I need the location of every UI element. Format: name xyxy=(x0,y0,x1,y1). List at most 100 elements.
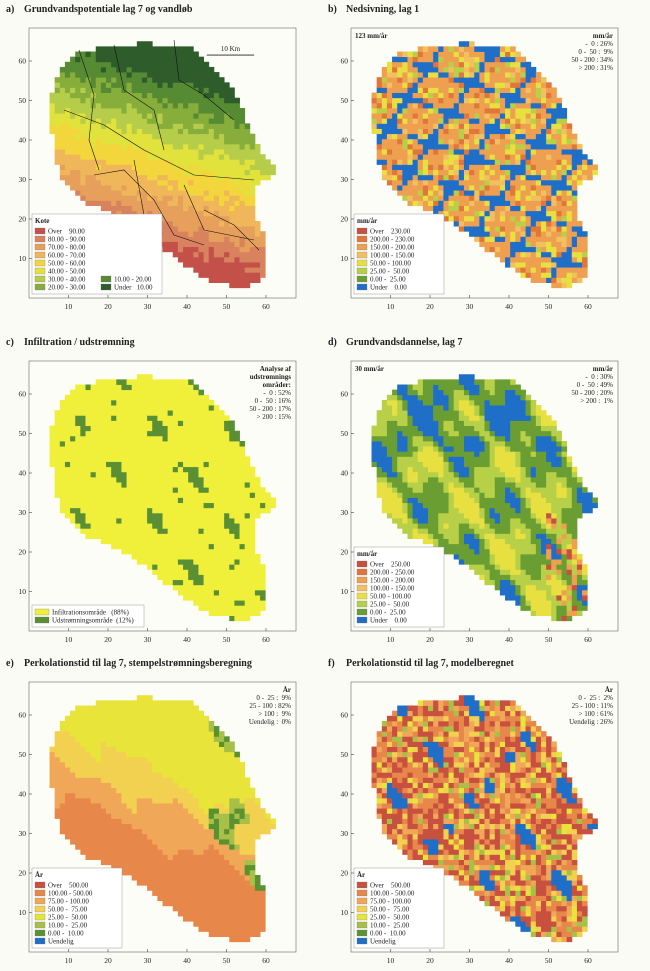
map-cell xyxy=(121,487,127,493)
map-cell xyxy=(386,461,393,468)
map-cell xyxy=(54,476,61,483)
map-cell xyxy=(193,246,199,253)
map-cell xyxy=(177,574,184,581)
map-cell xyxy=(141,128,148,135)
map-cell xyxy=(218,149,225,155)
map-cell xyxy=(100,528,107,534)
map-cell xyxy=(469,92,475,99)
map-cell xyxy=(249,143,256,150)
map-cell xyxy=(463,169,470,176)
map-cell xyxy=(417,72,424,78)
map-cell xyxy=(162,118,169,124)
map-cell xyxy=(561,118,568,124)
map-cell xyxy=(525,256,532,263)
map-cell xyxy=(224,605,230,611)
map-cell xyxy=(167,471,174,478)
map-cell xyxy=(167,66,174,73)
map-cell xyxy=(571,256,578,263)
map-cell xyxy=(234,548,240,555)
map-cell xyxy=(469,231,475,237)
map-cell xyxy=(402,66,408,73)
map-cell xyxy=(111,190,117,196)
map-cell xyxy=(183,87,189,93)
map-cell xyxy=(136,128,143,135)
map-cell xyxy=(571,164,578,171)
map-cell xyxy=(59,143,66,150)
map-cell xyxy=(167,159,174,165)
map-cell xyxy=(535,256,542,263)
map-cell xyxy=(239,256,246,263)
map-cell xyxy=(177,405,184,411)
map-cell xyxy=(402,102,408,109)
map-cell xyxy=(229,564,235,570)
map-cell xyxy=(106,159,112,165)
map-cell xyxy=(213,476,220,483)
map-cell xyxy=(177,559,184,565)
map-cell xyxy=(422,451,429,457)
map-cell xyxy=(448,215,455,222)
map-cell xyxy=(494,128,501,135)
map-cell xyxy=(484,185,491,191)
map-cell xyxy=(443,384,449,391)
map-cell xyxy=(469,87,475,93)
map-cell xyxy=(386,159,393,165)
map-cell xyxy=(453,538,460,545)
map-cell xyxy=(167,553,174,560)
map-cell xyxy=(213,246,220,253)
map-cell xyxy=(412,476,419,483)
map-cell xyxy=(433,128,439,135)
map-cell xyxy=(95,399,102,406)
x-tick-label: 60 xyxy=(262,635,270,644)
map-cell xyxy=(402,456,408,462)
map-cell xyxy=(131,190,138,196)
map-cell xyxy=(448,435,455,442)
map-cell xyxy=(428,441,434,447)
map-cell xyxy=(453,179,460,186)
map-cell xyxy=(116,430,122,437)
map-cell xyxy=(136,441,143,447)
map-cell xyxy=(540,113,547,119)
map-cell xyxy=(239,456,246,462)
map-cell xyxy=(126,154,133,160)
map-cell xyxy=(106,138,112,145)
map-cell xyxy=(183,574,189,581)
map-cell xyxy=(213,595,220,601)
map-cell xyxy=(162,410,169,416)
map-cell xyxy=(392,87,398,93)
map-cell xyxy=(95,405,102,411)
map-cell xyxy=(530,154,537,160)
map-cell xyxy=(80,123,86,129)
map-cell xyxy=(249,564,256,570)
map-cell xyxy=(499,87,506,93)
map-cell xyxy=(157,548,163,555)
map-cell xyxy=(100,118,107,124)
map-cell xyxy=(438,451,444,457)
map-cell xyxy=(152,394,158,401)
map-cell xyxy=(152,179,158,186)
map-cell xyxy=(90,476,97,483)
map-cell xyxy=(90,497,97,504)
map-cell xyxy=(59,487,66,493)
map-cell xyxy=(136,471,143,478)
map-cell xyxy=(453,518,460,524)
map-cell xyxy=(70,102,76,109)
map-cell xyxy=(428,159,434,165)
map-cell xyxy=(54,441,61,447)
map-cell xyxy=(561,210,568,217)
map-cell xyxy=(505,246,511,253)
map-cell xyxy=(177,569,184,575)
map-cell xyxy=(479,195,485,201)
map-cell xyxy=(422,46,429,52)
map-cell xyxy=(376,441,383,447)
map-cell xyxy=(100,72,107,78)
map-cell xyxy=(463,518,470,524)
map-cell xyxy=(576,174,583,181)
map-cell xyxy=(188,589,194,596)
map-cell xyxy=(172,512,179,519)
map-cell xyxy=(203,543,210,550)
map-cell xyxy=(75,420,81,426)
map-cell xyxy=(438,92,444,99)
map-cell xyxy=(147,476,153,483)
map-cell xyxy=(438,164,444,171)
map-cell xyxy=(530,226,537,232)
